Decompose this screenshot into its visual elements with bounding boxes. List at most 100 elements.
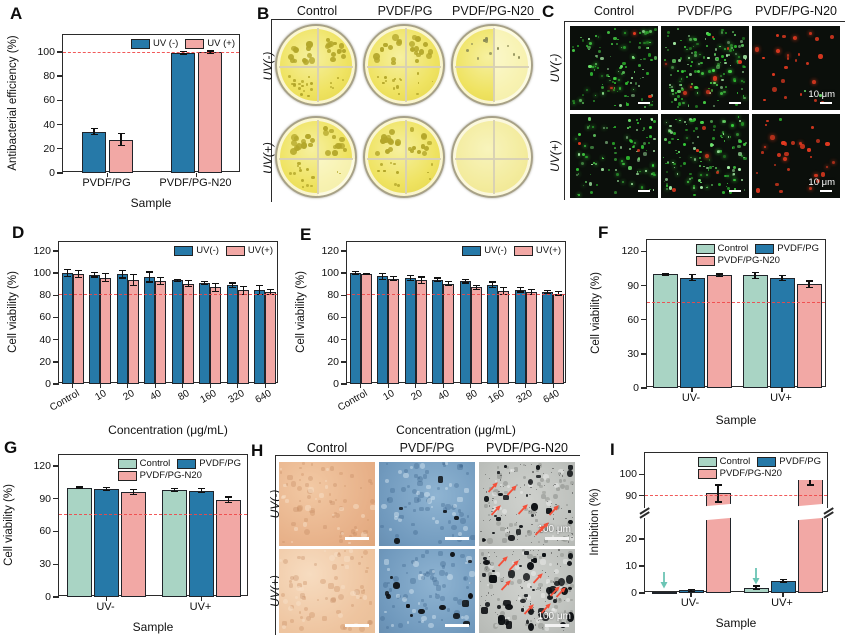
- legend-swatch: [177, 458, 197, 469]
- green-cell-dot: [741, 122, 745, 126]
- texture-mottle: [459, 463, 464, 468]
- panel-e-cell-viability-concentration: E 0 20 40 60 80 100 120 UV(-) UV(+) Control 10 20 40…: [288, 213, 576, 440]
- green-cell-dot: [592, 66, 595, 68]
- legend-swatch: [117, 470, 137, 481]
- legend-swatch: [225, 245, 245, 256]
- row-label-divider-line: [270, 19, 272, 202]
- y-tick-mark: [341, 294, 347, 296]
- bacterial-colony: [375, 150, 381, 156]
- texture-mottle: [445, 572, 449, 576]
- texture-mottle: [397, 594, 401, 599]
- petri-dish-inner: [365, 118, 443, 196]
- bacterial-colony: [373, 57, 381, 64]
- fine-speck: [502, 576, 504, 579]
- error-bar-cap: [239, 293, 247, 295]
- black-aggregate: [565, 575, 574, 585]
- texture-mottle: [301, 556, 306, 560]
- green-cell-dot: [707, 33, 711, 37]
- error-bar-cap: [379, 273, 387, 275]
- green-cell-dot: [626, 103, 629, 106]
- bacterial-colony: [310, 87, 314, 91]
- error-bar: [755, 585, 757, 590]
- texture-mottle: [431, 569, 435, 574]
- green-cell-dot: [666, 49, 669, 52]
- x-tick-mark: [442, 384, 444, 388]
- legend-item: UV (-): [130, 38, 178, 49]
- green-cell-dot: [684, 120, 687, 123]
- fine-speck: [522, 605, 525, 607]
- green-cell-dot: [614, 28, 616, 30]
- green-cell-dot: [740, 39, 744, 43]
- chart-cell-viability-g: 0 30 60 90 120 Control PVDF/PG PVDF/PG-N20 UV- UV…: [0, 440, 265, 637]
- bacterial-colony: [388, 45, 394, 51]
- texture-mottle: [282, 494, 286, 498]
- black-aggregate: [492, 569, 496, 573]
- black-aggregate: [567, 586, 572, 590]
- green-cell-dot: [640, 97, 644, 101]
- texture-mottle: [570, 598, 573, 602]
- green-cell-dot: [642, 76, 644, 79]
- legend-swatch: [697, 456, 717, 467]
- texture-mottle: [413, 561, 419, 567]
- green-cell-dot: [641, 30, 646, 34]
- green-cell-dot: [733, 173, 735, 175]
- texture-mottle: [343, 549, 347, 553]
- texture-mottle: [559, 553, 564, 558]
- pale-quadrant: [494, 26, 531, 67]
- texture-mottle: [410, 578, 417, 585]
- red-cell-dot: [809, 187, 813, 191]
- green-cell-dot: [736, 92, 739, 94]
- bacterial-colony: [336, 171, 339, 173]
- error-bar-cap: [267, 293, 275, 295]
- fine-speck: [483, 487, 485, 490]
- fine-speck: [488, 592, 490, 594]
- green-cell-dot: [676, 173, 679, 176]
- fine-speck: [530, 486, 532, 488]
- bar-uv-: [349, 273, 361, 384]
- texture-mottle: [513, 467, 519, 472]
- texture-mottle: [492, 623, 498, 629]
- green-cell-dot: [733, 178, 736, 182]
- bacterial-colony: [341, 49, 346, 54]
- green-cell-dot: [625, 102, 628, 104]
- texture-mottle: [522, 549, 526, 552]
- error-bar-cap: [256, 284, 264, 286]
- fine-speck: [530, 603, 532, 605]
- bacterial-colony: [310, 137, 316, 143]
- texture-mottle: [367, 619, 374, 626]
- bacterial-colony: [307, 75, 310, 79]
- texture-mottle: [536, 482, 541, 487]
- petri-dish-control-uvplus: [275, 116, 357, 198]
- texture-mottle: [425, 506, 430, 511]
- green-cell-dot: [645, 31, 649, 35]
- error-bar-cap: [184, 285, 192, 287]
- green-cell-dot: [623, 32, 626, 35]
- green-cell-dot: [585, 44, 589, 47]
- texture-mottle: [440, 526, 444, 530]
- texture-mottle: [489, 486, 493, 491]
- error-bar-cap: [714, 501, 722, 503]
- y-tick-mark: [341, 361, 347, 363]
- error-bar: [259, 285, 261, 295]
- green-cell-dot: [629, 126, 632, 129]
- fine-speck: [493, 551, 496, 553]
- y-axis-title: Cell viability (%): [3, 484, 15, 566]
- fine-speck: [528, 510, 530, 513]
- green-cell-dot: [700, 61, 704, 65]
- texture-mottle: [496, 466, 500, 469]
- texture-mottle: [414, 497, 420, 503]
- error-bar: [66, 269, 68, 277]
- error-bar-cap: [212, 283, 220, 285]
- green-cell-dot: [731, 124, 734, 128]
- y-tick-label: 0: [45, 591, 51, 603]
- legend-item: PVDF/PG: [755, 243, 819, 254]
- red-arrow-annotation: [486, 480, 500, 494]
- bacterial-colony: [288, 171, 292, 176]
- texture-mottle: [461, 616, 465, 620]
- green-cell-dot: [703, 165, 705, 168]
- green-cell-dot: [725, 54, 729, 57]
- black-aggregate: [495, 516, 502, 521]
- texture-mottle: [408, 501, 412, 506]
- green-cell-dot: [632, 88, 635, 91]
- fine-speck: [544, 572, 546, 574]
